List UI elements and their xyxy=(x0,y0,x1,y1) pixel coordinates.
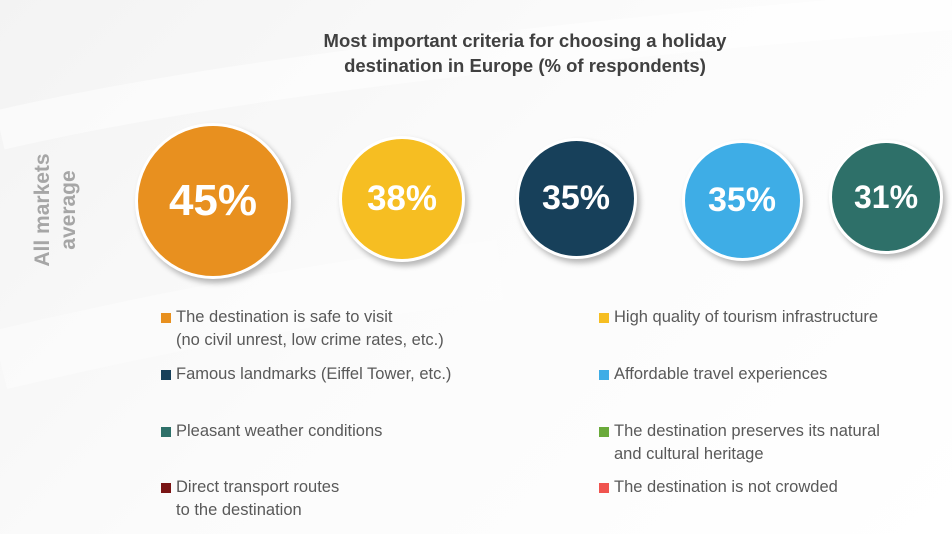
bubble-4: 35% xyxy=(681,139,803,261)
legend-swatch xyxy=(161,427,171,437)
bubble-value-label: 35% xyxy=(707,180,777,219)
legend-swatch xyxy=(161,313,171,323)
legend-item: Direct transport routes to the destinati… xyxy=(161,476,340,521)
legend-label: The destination is safe to visit (no civ… xyxy=(176,308,444,349)
legend-swatch xyxy=(599,370,609,380)
legend-label: Direct transport routes to the destinati… xyxy=(176,478,340,519)
side-label: All markets average xyxy=(31,153,80,267)
legend-item: Affordable travel experiences xyxy=(599,363,828,386)
bubble-value-label: 35% xyxy=(541,178,611,217)
legend-item: High quality of tourism infrastructure xyxy=(599,306,879,329)
bubble-2: 38% xyxy=(339,136,465,262)
legend-swatch xyxy=(599,313,609,323)
legend-item: The destination preserves its natural an… xyxy=(599,420,880,465)
bubble-value-label: 45% xyxy=(168,176,258,225)
bubble-5: 31% xyxy=(829,140,943,254)
legend-item: The destination is not crowded xyxy=(599,476,838,499)
legend-label: Famous landmarks (Eiffel Tower, etc.) xyxy=(176,365,452,383)
legend-label: High quality of tourism infrastructure xyxy=(614,308,879,326)
bubble-value-label: 38% xyxy=(366,179,438,218)
legend-swatch xyxy=(599,483,609,493)
legend-swatch xyxy=(161,370,171,380)
legend-swatch xyxy=(599,427,609,437)
legend-item: Pleasant weather conditions xyxy=(161,420,383,443)
legend-item: Famous landmarks (Eiffel Tower, etc.) xyxy=(161,363,452,386)
bubble-value-label: 31% xyxy=(853,178,919,215)
bubble-3: 35% xyxy=(515,137,637,259)
bubble-1: 45% xyxy=(135,123,291,279)
legend-swatch xyxy=(161,483,171,493)
chart-title: Most important criteria for choosing a h… xyxy=(323,30,727,76)
legend-label: The destination is not crowded xyxy=(614,478,838,496)
legend-item: The destination is safe to visit (no civ… xyxy=(161,306,444,351)
legend-label: Affordable travel experiences xyxy=(614,365,828,383)
legend-label: Pleasant weather conditions xyxy=(176,422,383,440)
legend-label: The destination preserves its natural an… xyxy=(614,422,880,463)
